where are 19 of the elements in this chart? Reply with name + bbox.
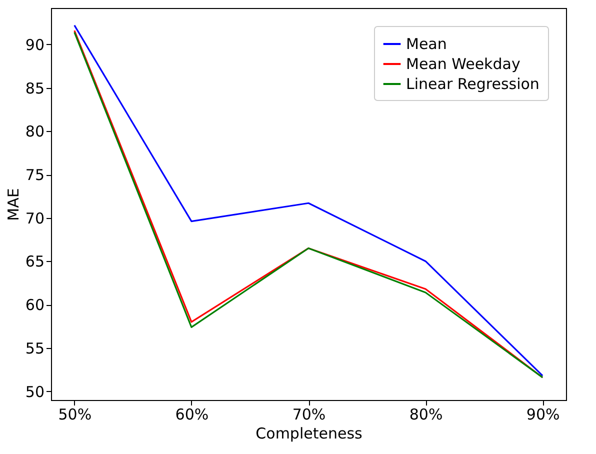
- y-tick-label: 75: [25, 166, 44, 184]
- x-tick-label: 50%: [58, 406, 92, 424]
- y-tick-label: 85: [25, 79, 44, 98]
- y-tick-label: 50: [25, 382, 44, 401]
- x-tick-label: 80%: [409, 406, 443, 424]
- y-tick-label: 90: [25, 36, 44, 54]
- legend-label: Linear Regression: [406, 75, 540, 93]
- x-tick-label: 90%: [526, 406, 560, 424]
- x-axis-title: Completeness: [256, 424, 363, 442]
- y-tick-label: 65: [25, 252, 44, 271]
- legend-label: Mean: [406, 35, 447, 53]
- y-tick-label: 70: [25, 209, 44, 228]
- x-tick-label: 70%: [292, 406, 326, 424]
- y-tick-label: 60: [25, 296, 44, 314]
- y-tick-label: 55: [25, 339, 44, 358]
- y-tick-label: 80: [25, 122, 44, 141]
- legend-label: Mean Weekday: [406, 55, 520, 73]
- x-tick-label: 60%: [175, 406, 209, 424]
- y-axis-title: MAE: [4, 188, 22, 221]
